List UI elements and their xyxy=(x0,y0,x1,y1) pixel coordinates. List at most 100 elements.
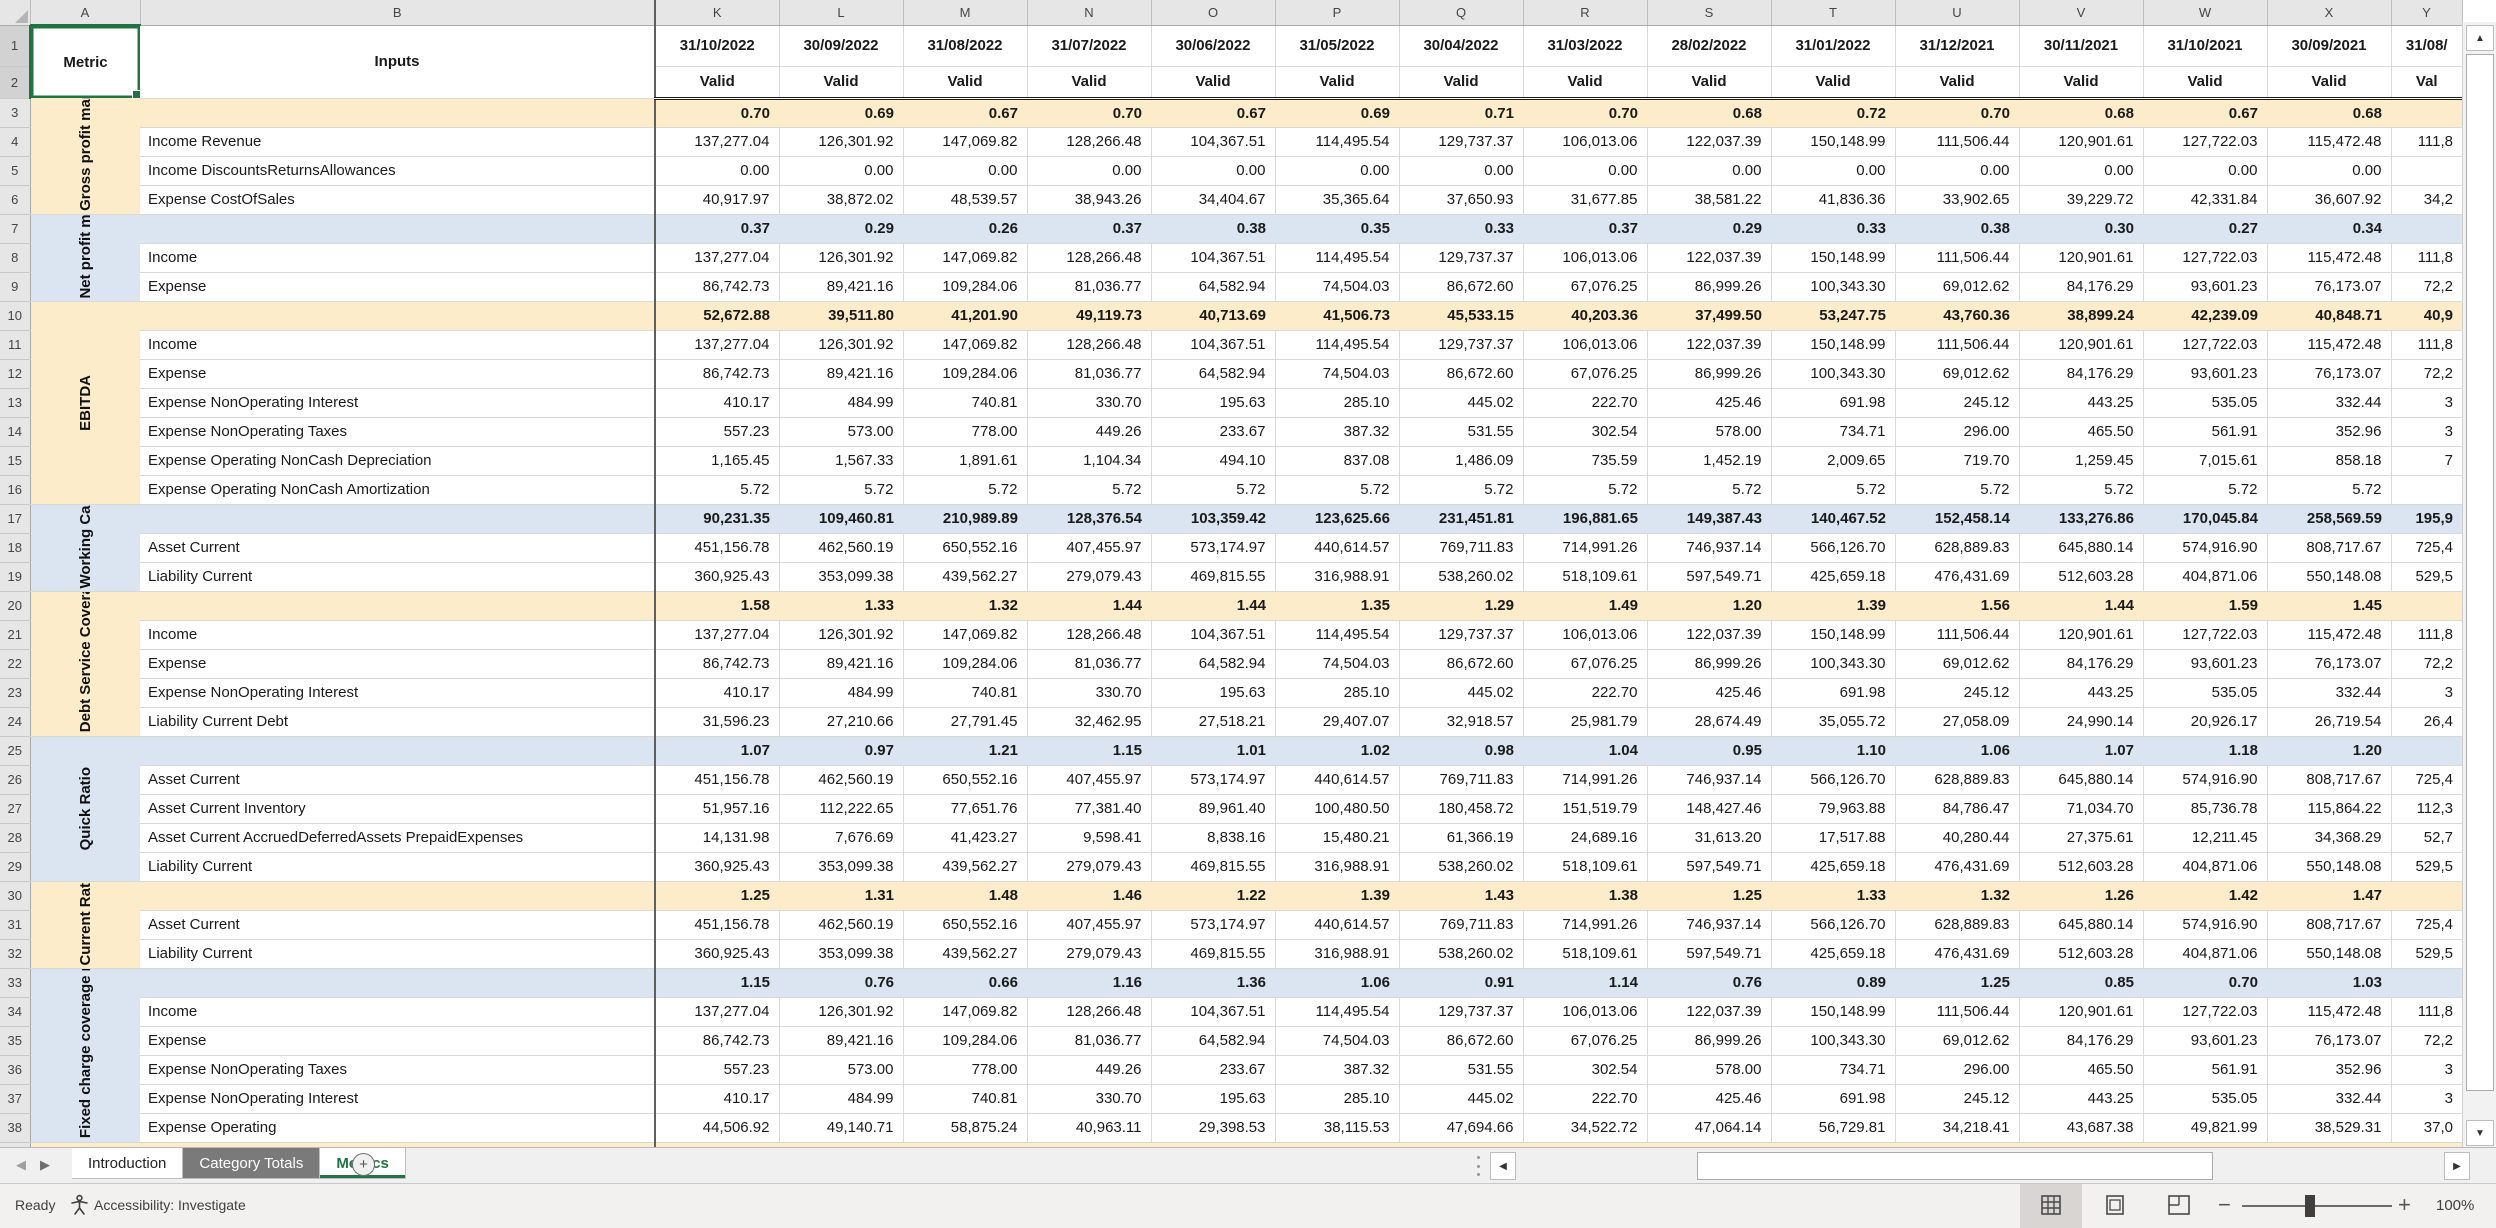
cell[interactable]: 106,013.06 xyxy=(1523,997,1648,1027)
cell[interactable]: 49,821.99 xyxy=(2143,1113,2268,1143)
cell[interactable]: 3 xyxy=(2391,417,2462,447)
tab-scroll-splitter[interactable] xyxy=(1477,1156,1481,1176)
cell[interactable]: 650,552.16 xyxy=(903,765,1028,795)
cell[interactable]: 3 xyxy=(2391,388,2462,418)
valid-cell[interactable]: Valid xyxy=(1275,66,1400,100)
cell[interactable]: 443.25 xyxy=(2019,1084,2144,1114)
cell[interactable]: 233.67 xyxy=(1151,1055,1276,1085)
cell[interactable]: 5.72 xyxy=(2267,475,2392,505)
cell[interactable]: 451,156.78 xyxy=(655,533,780,563)
cell[interactable]: 120,901.61 xyxy=(2019,243,2144,273)
cell[interactable]: 111,8 xyxy=(2391,330,2462,360)
cell[interactable]: 1.07 xyxy=(2019,736,2143,766)
row-header-4[interactable]: 4 xyxy=(0,127,31,157)
cell[interactable]: 128,266.48 xyxy=(1027,330,1152,360)
cell[interactable]: 31,677.85 xyxy=(1523,185,1648,215)
cell[interactable]: 51,957.16 xyxy=(655,794,780,824)
row-header-5[interactable]: 5 xyxy=(0,156,31,186)
date-cell[interactable]: 28/02/2022 xyxy=(1647,25,1772,67)
cell[interactable]: 149,387.43 xyxy=(1647,504,1771,534)
group-label-net-profit-margin[interactable]: Net profit margin xyxy=(30,214,140,302)
cell[interactable]: 115,472.48 xyxy=(2267,997,2392,1027)
cell[interactable]: 61,366.19 xyxy=(1399,823,1524,853)
cell[interactable]: 111,8 xyxy=(2391,243,2462,273)
cell[interactable]: 24,990.14 xyxy=(2019,707,2144,737)
cell[interactable]: 285.10 xyxy=(1275,388,1400,418)
cell[interactable]: 1.44 xyxy=(2019,591,2143,621)
cell[interactable]: 69,012.62 xyxy=(1895,1026,2020,1056)
cell[interactable]: 106,013.06 xyxy=(1523,330,1648,360)
cell[interactable]: 84,176.29 xyxy=(2019,272,2144,302)
cell[interactable]: 69,012.62 xyxy=(1895,649,2020,679)
cell[interactable]: 769,711.83 xyxy=(1399,910,1524,940)
cell[interactable]: 1,567.33 xyxy=(779,446,904,476)
cell[interactable]: 1.33 xyxy=(779,591,903,621)
cell[interactable]: 111,8 xyxy=(2391,127,2462,157)
row-header-14[interactable]: 14 xyxy=(0,417,31,447)
cell[interactable]: 58,875.24 xyxy=(903,1113,1028,1143)
cell[interactable]: 111,506.44 xyxy=(1895,620,2020,650)
zoom-slider-thumb[interactable] xyxy=(2305,1195,2315,1217)
cell[interactable]: 210,989.89 xyxy=(903,504,1027,534)
cell[interactable]: 1.36 xyxy=(1151,968,1275,998)
cell[interactable]: 49,119.73 xyxy=(1027,301,1151,331)
cell[interactable]: 26,4 xyxy=(2391,707,2462,737)
cell[interactable]: 3 xyxy=(2391,1084,2462,1114)
cell[interactable]: 27,518.21 xyxy=(1151,707,1276,737)
cell[interactable]: 86,742.73 xyxy=(655,649,780,679)
valid-cell[interactable]: Valid xyxy=(1895,66,2020,100)
cell[interactable]: 0.37 xyxy=(1027,214,1151,244)
cell[interactable]: 0.00 xyxy=(1275,156,1400,186)
cell[interactable]: 147,069.82 xyxy=(903,997,1028,1027)
cell[interactable]: 41,201.90 xyxy=(903,301,1027,331)
cell[interactable]: 76,173.07 xyxy=(2267,359,2392,389)
cell[interactable]: 9,598.41 xyxy=(1027,823,1152,853)
valid-cell[interactable]: Valid xyxy=(2143,66,2268,100)
cell[interactable]: 531.55 xyxy=(1399,1055,1524,1085)
cell[interactable]: 557.23 xyxy=(655,417,780,447)
cell[interactable]: 20,926.17 xyxy=(2143,707,2268,737)
cell[interactable]: 86,672.60 xyxy=(1399,272,1524,302)
cell[interactable]: 0.68 xyxy=(2019,98,2143,128)
cell[interactable]: 100,343.30 xyxy=(1771,649,1896,679)
cell[interactable]: 86,672.60 xyxy=(1399,1026,1524,1056)
cell[interactable]: 129,737.37 xyxy=(1399,127,1524,157)
cell[interactable]: 566,126.70 xyxy=(1771,765,1896,795)
cell[interactable]: 0.00 xyxy=(1647,156,1772,186)
cell[interactable]: 0.33 xyxy=(1771,214,1895,244)
cell[interactable]: 440,614.57 xyxy=(1275,910,1400,940)
cell[interactable]: 81,036.77 xyxy=(1027,1026,1152,1056)
input-label-cell[interactable]: Expense Operating xyxy=(140,1113,656,1143)
date-cell[interactable]: 31/10/2021 xyxy=(2143,25,2268,67)
input-label-cell[interactable]: Income xyxy=(140,997,656,1027)
input-label-cell[interactable] xyxy=(140,736,656,766)
cell[interactable]: 557.23 xyxy=(655,1055,780,1085)
cell[interactable]: 106,013.06 xyxy=(1523,243,1648,273)
cell[interactable]: 69,012.62 xyxy=(1895,359,2020,389)
cell[interactable]: 0.00 xyxy=(2019,156,2144,186)
cell[interactable]: 578.00 xyxy=(1647,1055,1772,1085)
row-header-9[interactable]: 9 xyxy=(0,272,31,302)
cell[interactable]: 34,404.67 xyxy=(1151,185,1276,215)
cell[interactable]: 360,925.43 xyxy=(655,562,780,592)
cell[interactable]: 352.96 xyxy=(2267,1055,2392,1085)
column-header-O[interactable]: O xyxy=(1151,0,1276,26)
cell[interactable]: 196,881.65 xyxy=(1523,504,1647,534)
cell[interactable]: 53,247.75 xyxy=(1771,301,1895,331)
cell[interactable]: 691.98 xyxy=(1771,678,1896,708)
cell[interactable] xyxy=(2391,214,2462,244)
cell[interactable]: 1.33 xyxy=(1771,881,1895,911)
cell[interactable]: 81,036.77 xyxy=(1027,359,1152,389)
cell[interactable]: 72,2 xyxy=(2391,359,2462,389)
cell[interactable]: 170,045.84 xyxy=(2143,504,2267,534)
cell[interactable]: 111,506.44 xyxy=(1895,127,2020,157)
cell[interactable]: 512,603.28 xyxy=(2019,562,2144,592)
cell[interactable]: 43,760.36 xyxy=(1895,301,2019,331)
cell[interactable]: 151,519.79 xyxy=(1523,794,1648,824)
cell[interactable]: 122,037.39 xyxy=(1647,127,1772,157)
cell[interactable]: 808,717.67 xyxy=(2267,533,2392,563)
cell[interactable]: 100,343.30 xyxy=(1771,359,1896,389)
cell[interactable]: 734.71 xyxy=(1771,417,1896,447)
cell[interactable]: 45,533.15 xyxy=(1399,301,1523,331)
cell[interactable]: 302.54 xyxy=(1523,417,1648,447)
